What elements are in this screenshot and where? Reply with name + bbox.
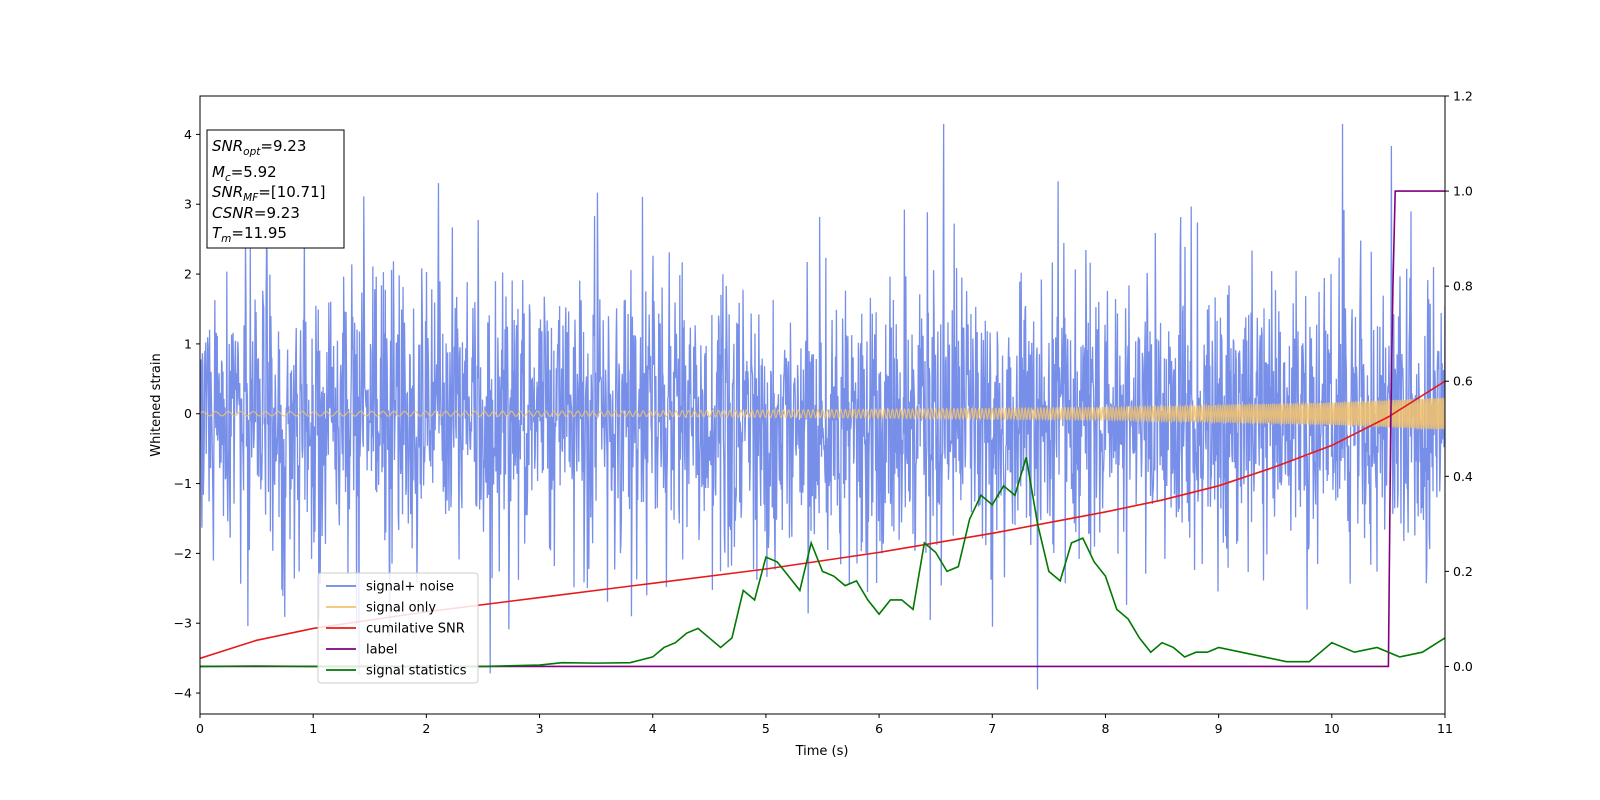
x-tick-label: 2 — [422, 721, 430, 736]
info-box: SNRopt=9.23 Mc=5.92SNRMF=[10.71]CSNR=9.23… — [206, 129, 345, 249]
legend: signal+ noise signal only cumilative SNR la… — [317, 572, 479, 684]
y-right-tick-label: 0.6 — [1453, 374, 1473, 389]
legend-label: signal statistics — [366, 664, 467, 679]
x-tick-label: 5 — [762, 721, 770, 736]
y-axis-label: Whitened strain — [149, 353, 164, 456]
plot-frame — [199, 95, 1446, 715]
y-left-tick-label: −4 — [174, 686, 192, 701]
x-tick-label: 11 — [1437, 721, 1453, 736]
x-axis-label: Time (s) — [795, 744, 849, 759]
x-tick-label: 4 — [649, 721, 657, 736]
y-right-tick-label: 0.2 — [1453, 564, 1473, 579]
series-signal-only — [200, 397, 1445, 430]
x-tick-label: 3 — [536, 721, 544, 736]
legend-label: label — [366, 643, 397, 658]
y-left-tick-label: −1 — [174, 476, 192, 491]
x-tick-label: 6 — [875, 721, 883, 736]
info-line: SNRopt=9.23 — [212, 137, 306, 158]
series-label — [200, 190, 1445, 668]
legend-label: signal only — [366, 601, 436, 616]
y-right-tick-label: 0.8 — [1453, 279, 1473, 294]
legend-label: cumilative SNR — [366, 622, 465, 637]
x-tick-label: 10 — [1324, 721, 1340, 736]
y-right-tick-label: 1.2 — [1453, 89, 1473, 104]
y-left-tick-label: 0 — [184, 406, 192, 421]
y-left-tick-label: −2 — [174, 546, 192, 561]
legend-label: signal+ noise — [366, 580, 454, 595]
x-tick-label: 0 — [196, 721, 204, 736]
x-axis: 0 1 2 3 4 5 6 7 8 9 10 11 — [196, 714, 1453, 736]
y-left-tick-label: −3 — [174, 616, 192, 631]
legend-frame — [317, 572, 479, 684]
y-left-tick-label: 1 — [184, 336, 192, 351]
info-line: SNRMF=[10.71] — [212, 183, 326, 204]
x-tick-label: 9 — [1215, 721, 1223, 736]
y-axis-left: −4 −3 −2 −1 0 1 2 3 4 — [174, 127, 200, 701]
info-line: CSNR=9.23 — [212, 204, 300, 222]
y-right-tick-label: 1.0 — [1453, 184, 1473, 199]
x-tick-label: 7 — [988, 721, 996, 736]
x-tick-label: 1 — [309, 721, 317, 736]
y-left-tick-label: 2 — [184, 267, 192, 282]
x-tick-label: 8 — [1101, 721, 1109, 736]
info-box-frame — [206, 129, 345, 249]
y-axis-right: 0.0 0.2 0.4 0.6 0.8 1.0 1.2 — [1445, 89, 1473, 674]
info-line: Tm=11.95 — [212, 224, 287, 245]
series-signal-statistics — [200, 457, 1445, 668]
y-right-tick-label: 0.4 — [1453, 469, 1473, 484]
y-left-tick-label: 3 — [184, 197, 192, 212]
info-line: Mc=5.92 — [212, 163, 277, 184]
y-right-tick-label: 0.0 — [1453, 659, 1473, 674]
series-signal-noise — [200, 123, 1445, 690]
y-left-tick-label: 4 — [184, 127, 192, 142]
